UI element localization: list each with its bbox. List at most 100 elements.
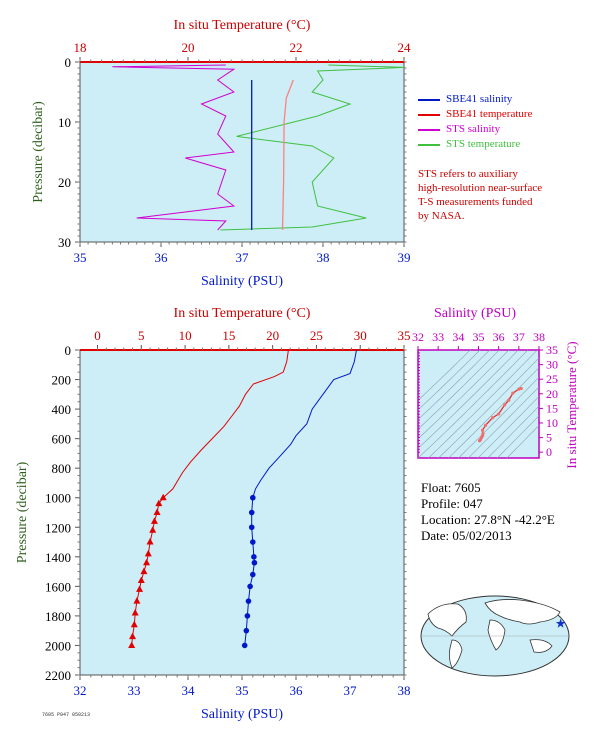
note-line: high-resolution near-surface [418, 182, 543, 194]
salinity-marker [245, 598, 252, 604]
temperature-marker [128, 641, 136, 648]
main-sal-tick-label: 33 [128, 683, 141, 698]
top-pres-tick-label: 30 [58, 235, 71, 250]
ts-density-contour [418, 350, 481, 411]
top-pres-tick-label: 20 [58, 175, 71, 190]
main-pres-tick-label: 1600 [45, 579, 71, 594]
ts-sal-tick-label: 33 [432, 330, 444, 344]
legend-swatch [418, 128, 440, 131]
ts-sal-tick-label: 34 [452, 330, 464, 344]
world-map-land [448, 639, 463, 669]
ts-point [480, 428, 485, 432]
main-temp-axis-title: In situ Temperature (°C) [174, 306, 311, 321]
legend-label: STS salinity [446, 123, 501, 135]
main-sal-tick-label: 32 [74, 683, 87, 698]
legend-item-sbe41-salinity: SBE41 salinity [418, 92, 598, 107]
world-map-land [427, 603, 467, 637]
top-sal-tick-label: 37 [236, 250, 250, 265]
salinity-marker [250, 494, 256, 501]
temperature-marker [146, 538, 154, 545]
ts-point [483, 423, 488, 427]
ts-sal-tick-label: 36 [493, 330, 505, 344]
ts-density-contour [418, 350, 491, 420]
ts-temp-tick-label: 10 [546, 416, 558, 430]
legend: SBE41 salinity SBE41 temperature STS sal… [418, 92, 598, 152]
top-temp-tick-label: 24 [398, 40, 412, 55]
salinity-marker [244, 613, 251, 619]
ts-density-contour [418, 350, 519, 449]
footer-code: 7605 P047 050213 [42, 712, 91, 718]
ts-temp-tick-label: 20 [546, 387, 558, 401]
note-line: by NASA. [418, 210, 465, 222]
main-pres-tick-label: 600 [52, 432, 72, 447]
main-sal-tick-label: 34 [182, 683, 196, 698]
ts-temp-tick-label: 5 [546, 431, 552, 445]
top-pres-axis-title: Pressure (decibar) [31, 101, 46, 203]
salinity-marker [251, 559, 258, 566]
ts-point [511, 391, 515, 395]
legend-item-sts-temperature: STS temperature [418, 137, 598, 152]
legend-item-sts-salinity: STS salinity [418, 122, 598, 137]
ts-sal-tick-label: 35 [473, 330, 485, 344]
temperature-marker [144, 549, 152, 557]
main-temp-tick-label: 5 [138, 328, 145, 343]
ts-sal-tick-label: 38 [533, 330, 545, 344]
note-line: STS refers to auxiliary [418, 168, 518, 180]
ts-point [519, 386, 523, 391]
world-map-land [484, 599, 561, 625]
legend-swatch [418, 113, 440, 116]
salinity-marker [251, 554, 257, 560]
location: Location: 27.8°N -42.2°E [421, 512, 555, 527]
main-pres-tick-label: 0 [65, 343, 72, 358]
salinity-marker [250, 571, 256, 578]
top-temp-axis-title: In situ Temperature (°C) [174, 18, 311, 33]
main-temp-tick-label: 35 [398, 328, 411, 343]
ts-density-contour [418, 350, 529, 458]
main-pres-tick-label: 200 [52, 373, 72, 388]
world-map-land [487, 619, 506, 651]
ts-sal-tick-label: 37 [513, 330, 525, 344]
ts-density-contour [506, 425, 539, 458]
float-location-marker [555, 618, 566, 628]
main-temp-tick-label: 20 [266, 328, 279, 343]
top-plot-area [79, 61, 405, 243]
main-pres-tick-label: 1200 [45, 520, 71, 535]
ts-point [503, 403, 507, 407]
sts-salinity-line [112, 64, 236, 231]
top-sal-tick-label: 36 [155, 250, 169, 265]
ts-density-contour [418, 350, 471, 401]
legend-item-sbe41-temperature: SBE41 temperature [418, 107, 598, 122]
salinity-marker [248, 524, 255, 531]
salinity-marker [247, 583, 253, 590]
ts-point [497, 412, 501, 416]
sts-temperature-line [220, 64, 405, 231]
main-temp-tick-label: 15 [222, 328, 235, 343]
ts-point [507, 398, 511, 402]
ts-density-contour [457, 376, 539, 458]
ts-density-contour [427, 350, 538, 458]
world-map-land [529, 639, 553, 653]
top-sal-tick-label: 39 [398, 250, 411, 265]
salinity-marker [243, 627, 250, 634]
legend-label: SBE41 temperature [446, 108, 533, 120]
ts-sal-tick-label: 32 [412, 330, 424, 344]
ts-point [481, 432, 485, 436]
top-sal-axis-title: Salinity (PSU) [201, 274, 283, 289]
main-pres-tick-label: 2200 [45, 668, 71, 683]
legend-swatch [418, 98, 440, 101]
temperature-marker [159, 493, 167, 501]
float-id: Float: 7605 [421, 480, 481, 495]
main-sal-tick-label: 38 [398, 683, 411, 698]
salinity-marker [248, 509, 255, 516]
temperature-marker [129, 632, 137, 640]
ts-density-contour [496, 415, 539, 458]
sts-note: STS refers to auxiliary high-resolution … [418, 167, 598, 223]
legend-label: STS temperature [446, 138, 521, 150]
main-pres-tick-label: 2000 [45, 638, 71, 653]
ts-point [517, 387, 521, 391]
main-temp-tick-label: 0 [94, 328, 101, 343]
ts-density-contour [467, 386, 539, 458]
profile-number: Profile: 047 [421, 496, 483, 511]
top-sal-tick-label: 35 [74, 250, 87, 265]
top-pres-tick-label: 10 [58, 115, 71, 130]
